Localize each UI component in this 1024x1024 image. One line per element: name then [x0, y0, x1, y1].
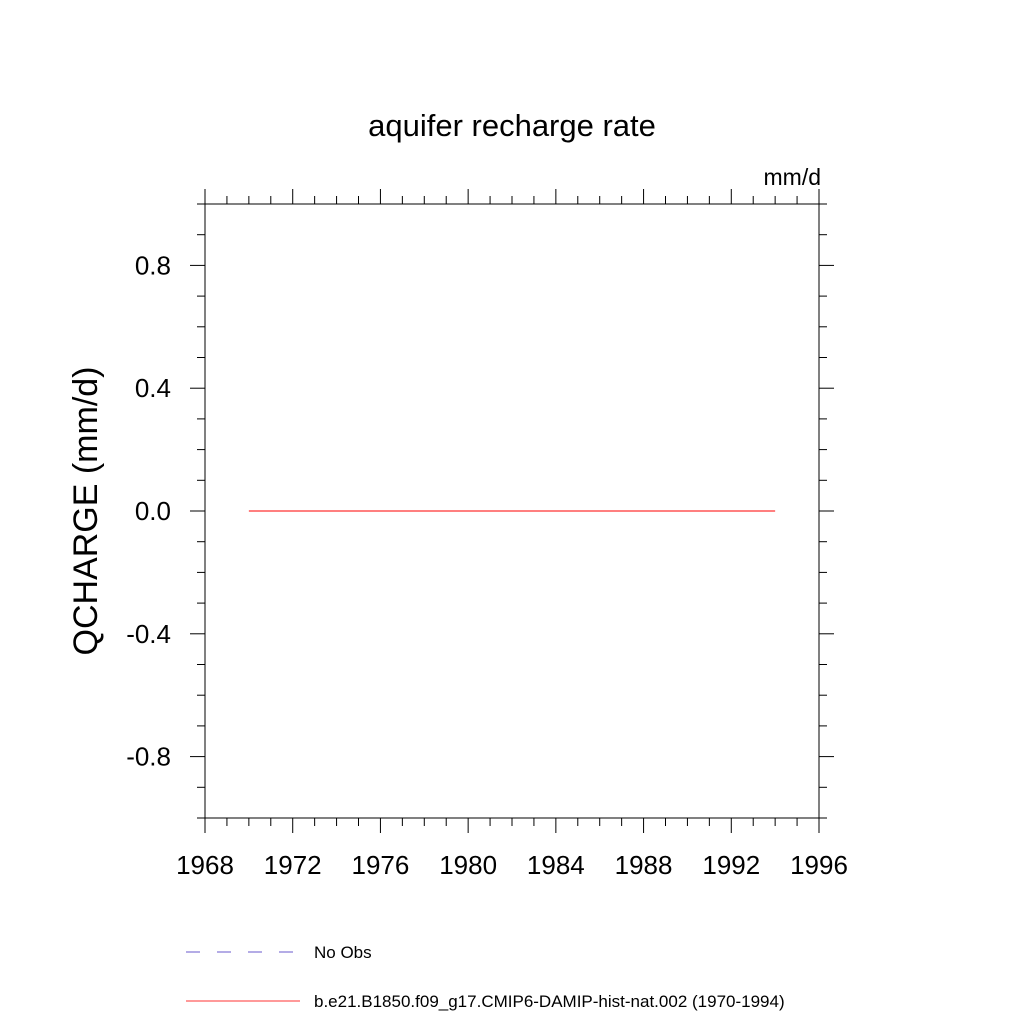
x-tick-label: 1980 — [439, 850, 497, 880]
chart-title: aquifer recharge rate — [368, 108, 656, 143]
units-label: mm/d — [764, 164, 822, 190]
legend-label-1: b.e21.B1850.f09_g17.CMIP6-DAMIP-hist-nat… — [314, 992, 785, 1011]
legend-label-0: No Obs — [314, 943, 372, 962]
y-axis-label: QCHARGE (mm/d) — [67, 367, 105, 656]
tick-labels: 1968 1972 1976 1980 1984 1988 1992 1996 0.8 0.4 0.… — [126, 250, 848, 880]
y-tick-label: 0.8 — [135, 250, 171, 280]
y-tick-label: 0.4 — [135, 373, 171, 403]
x-tick-label: 1972 — [264, 850, 322, 880]
axis-ticks — [190, 189, 834, 833]
legend: No Obs b.e21.B1850.f09_g17.CMIP6-DAMIP-hi… — [186, 943, 785, 1011]
x-tick-label: 1988 — [615, 850, 673, 880]
y-tick-label: -0.4 — [126, 619, 171, 649]
y-tick-label: -0.8 — [126, 742, 171, 772]
y-tick-label: 0.0 — [135, 496, 171, 526]
x-tick-label: 1996 — [790, 850, 848, 880]
x-tick-label: 1992 — [702, 850, 760, 880]
x-tick-label: 1968 — [176, 850, 234, 880]
x-tick-label: 1976 — [352, 850, 410, 880]
x-tick-label: 1984 — [527, 850, 585, 880]
